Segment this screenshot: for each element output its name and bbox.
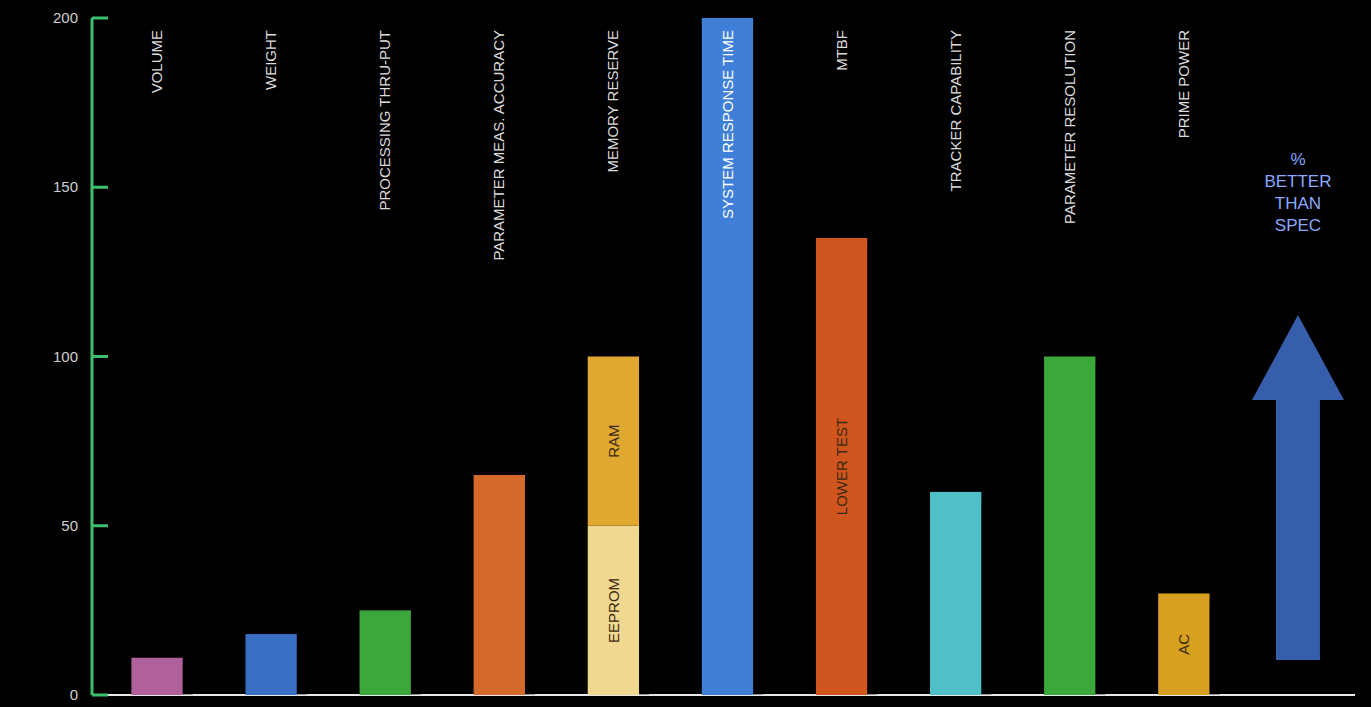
y-tick bbox=[92, 17, 108, 20]
bar-side bbox=[1095, 365, 1105, 696]
bar bbox=[1044, 357, 1095, 696]
category-label: VOLUME bbox=[148, 30, 165, 93]
bar bbox=[131, 658, 182, 695]
category-label: PARAMETER RESOLUTION bbox=[1061, 30, 1078, 224]
category-label: MEMORY RESERVE bbox=[604, 30, 621, 173]
bar bbox=[588, 357, 639, 526]
annotation-line: BETTER bbox=[1264, 172, 1331, 191]
y-tick-label: 200 bbox=[53, 9, 78, 26]
bar-side bbox=[867, 246, 877, 695]
annotation-line: THAN bbox=[1275, 194, 1321, 213]
arrow bbox=[1252, 315, 1344, 660]
y-tick-label: 0 bbox=[70, 686, 78, 703]
y-tick bbox=[92, 694, 108, 697]
chart: 0 50 100 150 200 EEPROM RAM LOWER TEST AC VOLUME W… bbox=[0, 0, 1371, 707]
category-label: MTBF bbox=[833, 30, 850, 71]
category-label: WEIGHT bbox=[262, 30, 279, 90]
segment-label: EEPROM bbox=[605, 578, 622, 643]
bar-side bbox=[525, 483, 535, 695]
bars bbox=[131, 18, 1219, 695]
category-label: TRACKER CAPABILITY bbox=[947, 30, 964, 191]
bar bbox=[360, 610, 411, 695]
background bbox=[0, 0, 1371, 707]
y-tick bbox=[92, 355, 108, 358]
segment-label: AC bbox=[1175, 634, 1192, 655]
category-label: PARAMETER MEAS. ACCURACY bbox=[490, 30, 507, 261]
y-tick bbox=[92, 524, 108, 527]
bar bbox=[816, 238, 867, 695]
bar-side bbox=[297, 642, 307, 695]
category-label: PROCESSING THRU-PUT bbox=[376, 30, 393, 211]
annotation: % BETTER THAN SPEC bbox=[1264, 150, 1331, 235]
bar-side bbox=[639, 365, 649, 526]
bar-side bbox=[753, 26, 763, 695]
y-tick bbox=[92, 186, 108, 189]
y-tick-label: 150 bbox=[53, 178, 78, 195]
annotation-line: SPEC bbox=[1275, 216, 1321, 235]
bar-side bbox=[411, 618, 421, 695]
y-tick-label: 100 bbox=[53, 348, 78, 365]
category-label: SYSTEM RESPONSE TIME bbox=[719, 30, 736, 219]
category-label: PRIME POWER bbox=[1175, 30, 1192, 139]
bar bbox=[245, 634, 296, 695]
y-tick-label: 50 bbox=[61, 517, 78, 534]
bar bbox=[474, 475, 525, 695]
annotation-line: % bbox=[1290, 150, 1305, 169]
bar-side bbox=[981, 500, 991, 695]
bar-side bbox=[639, 534, 649, 695]
bar-side bbox=[183, 666, 193, 695]
bar bbox=[588, 526, 639, 695]
bar bbox=[1158, 593, 1209, 695]
bar bbox=[930, 492, 981, 695]
segment-label: LOWER TEST bbox=[833, 418, 850, 515]
bar-side bbox=[1210, 601, 1220, 695]
bar-labels: EEPROM RAM LOWER TEST AC bbox=[605, 418, 1192, 655]
segment-label: RAM bbox=[605, 424, 622, 457]
bar bbox=[702, 18, 753, 695]
